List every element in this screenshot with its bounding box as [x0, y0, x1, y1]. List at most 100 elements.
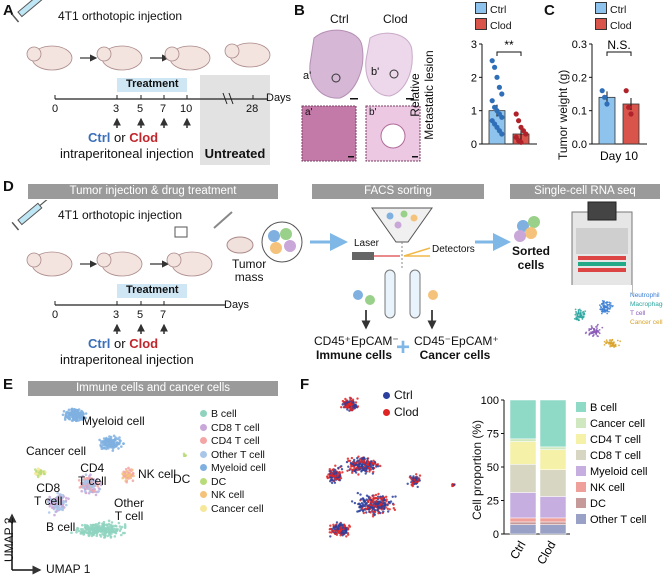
- mini-umap-legend: Neutrophil Macrophage T cell Cancer cell: [630, 292, 663, 326]
- stack-other-t-cell: [539, 524, 567, 535]
- data-point-ctrl: [489, 98, 495, 104]
- stack-myeloid-cell: [509, 492, 537, 519]
- stack-cd8-t-cell: [539, 469, 567, 497]
- legend-swatch: [576, 418, 586, 428]
- label-cancer: Cancer cell: [26, 444, 87, 458]
- legend-label: DC: [590, 498, 606, 510]
- y-tick-label: 0: [493, 529, 499, 541]
- image-label-clod: Clod: [383, 12, 408, 26]
- x-axis-label: Day 10: [600, 149, 638, 163]
- legend-swatch: [576, 466, 586, 476]
- y-tick-label: 0: [471, 139, 477, 151]
- tick-28: 28: [246, 103, 259, 115]
- y-tick-label: 25: [487, 496, 499, 508]
- ylabel-c: Tumor weight (g): [556, 69, 570, 160]
- tick-d-0: 0: [52, 309, 59, 321]
- tick-3: 3: [113, 103, 120, 115]
- treatment-box-d: [117, 284, 187, 298]
- significance-bracket: [606, 51, 632, 56]
- label-other-t: Other T cell: [114, 496, 145, 523]
- chart-metastatic-lesion: 0 1 2 3 **: [471, 38, 537, 151]
- route-label-d: intraperitoneal injection: [60, 352, 194, 367]
- legend-label: Cancer cell: [590, 418, 645, 430]
- y-tick-label: 1: [471, 106, 477, 118]
- stack-cd4-t-cell: [539, 449, 567, 470]
- stack-other-t-cell: [509, 524, 537, 535]
- header-umap: Immune cells and cancer cells: [28, 381, 278, 396]
- y-tick-label: 3: [471, 39, 477, 51]
- days-label-d: Days: [224, 299, 250, 311]
- tube-icon: [409, 269, 421, 319]
- mouse-icon: [26, 251, 73, 277]
- tick-d-5: 5: [137, 309, 144, 321]
- legend-swatch: [576, 482, 586, 492]
- stack-cd8-t-cell: [509, 464, 537, 493]
- panel-label-b: B: [294, 2, 305, 19]
- y-tick-label: 100: [481, 395, 499, 407]
- legend-clod-c: Clod: [595, 18, 632, 32]
- stack-nk-cell: [509, 517, 537, 523]
- legend-item-cancer-cell: Cancer cell: [200, 503, 264, 515]
- legend-label: CD8 T cell: [590, 450, 641, 462]
- data-point-ctrl: [602, 94, 608, 100]
- chart-tumor-weight: 0.0 0.1 0.2 0.3 N.S. Day 10: [572, 38, 647, 163]
- stack-nk-cell: [539, 517, 567, 523]
- panel-label-d: D: [3, 178, 14, 195]
- data-point-ctrl: [499, 114, 505, 120]
- data-point-ctrl: [492, 64, 498, 70]
- ctrl-or-clod-a: Ctrl or Clod: [88, 130, 159, 145]
- image-label-ctrl: Ctrl: [330, 12, 349, 26]
- inset-marker-a: a': [303, 70, 312, 82]
- legend-swatch: [576, 514, 586, 524]
- header-scrna: Single-cell RNA seq: [510, 184, 660, 199]
- data-point-clod: [516, 118, 522, 124]
- umap-f: [326, 396, 456, 538]
- timeline-a: [11, 0, 271, 165]
- y-tick-label: 75: [487, 429, 499, 441]
- legend-item-myeloid-cell: Myeloid cell: [200, 462, 266, 474]
- mouse-icon: [96, 45, 143, 71]
- injection-title-d: 4T1 orthotopic injection: [58, 208, 183, 222]
- label-bcell: B cell: [46, 520, 76, 534]
- stack-cancer-cell: [509, 438, 537, 442]
- legend-ctrl-c: Ctrl: [595, 2, 626, 16]
- tick-d-3: 3: [113, 309, 120, 321]
- x-tick-label: Clod: [534, 539, 558, 567]
- y-tick-label: 0.1: [572, 106, 587, 118]
- legend-swatch: [576, 434, 586, 444]
- histology-images: [301, 29, 421, 162]
- detectors-label: Detectors: [432, 244, 475, 255]
- mini-umap: [560, 285, 632, 357]
- mouse-icon: [164, 45, 211, 71]
- y-tick-label: 0.0: [572, 139, 587, 151]
- legend-label: CD4 T cell: [590, 434, 641, 446]
- label-dc: DC: [173, 472, 191, 486]
- legend-item-dc: DC: [200, 476, 226, 488]
- umap1-axis-label: UMAP 1: [46, 562, 91, 576]
- stack-b-cell: [509, 399, 537, 440]
- legend-item-cd4-t-cell: CD4 T cell: [200, 435, 260, 447]
- legend-label: B cell: [590, 402, 617, 414]
- excision-box: [174, 226, 188, 238]
- sorted-cells-label: Sorted cells: [512, 244, 551, 272]
- mouse-icon: [224, 42, 271, 68]
- syringe-icon: [11, 200, 48, 231]
- y-tick-label: 0.2: [572, 72, 587, 84]
- treatment-box: [117, 78, 187, 92]
- plus-sign: +: [396, 334, 411, 361]
- laser-icon: [352, 252, 374, 260]
- legend-swatch: [576, 402, 586, 412]
- stack-dc: [509, 521, 537, 525]
- data-point-clod: [513, 111, 519, 117]
- mouse-icon: [26, 45, 73, 71]
- legend-item-nk-cell: NK cell: [200, 489, 244, 501]
- workflow-d: [11, 200, 633, 334]
- label-cd4: CD4 T cell: [78, 461, 107, 488]
- data-point-ctrl: [599, 88, 605, 94]
- legend-swatch: [576, 450, 586, 460]
- tick-5: 5: [137, 103, 144, 115]
- data-point-ctrl: [604, 101, 610, 107]
- tumor-mass-icon: [226, 236, 254, 254]
- chart-cell-proportion: 0 25 50 75 100 Ctrl Clod B cell Cancer cell CD4 T…: [481, 395, 648, 567]
- treatment-label-d: Treatment: [126, 284, 179, 296]
